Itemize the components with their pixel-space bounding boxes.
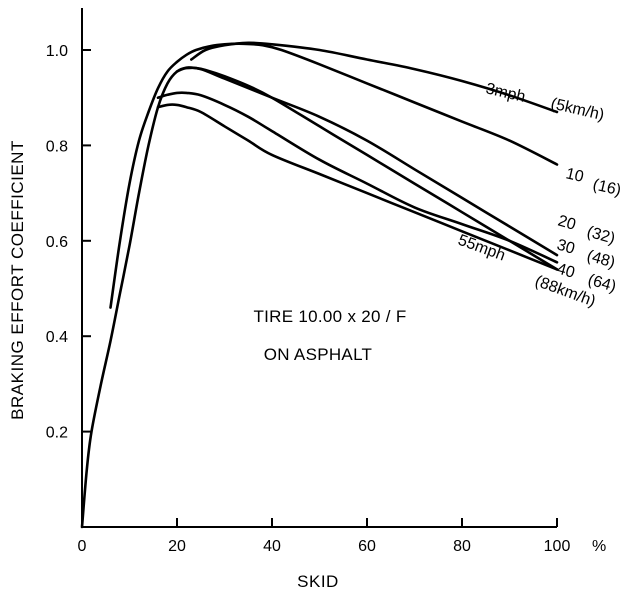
x-tick-label: 60	[358, 538, 376, 555]
y-tick-label: 1.0	[46, 43, 68, 60]
y-tick-label: 0.2	[46, 425, 68, 442]
y-tick-label: 0.4	[46, 329, 68, 346]
label-10mph-primary: 10	[564, 165, 585, 186]
x-axis-title: SKID	[297, 572, 339, 591]
curve-55mph	[156, 103, 559, 271]
label-3mph-secondary: (5km/h)	[549, 95, 606, 124]
x-unit-label: %	[592, 538, 606, 555]
annotation-surface: ON ASPHALT	[264, 345, 373, 364]
curve-10mph	[109, 42, 559, 309]
x-tick-label: 80	[453, 538, 471, 555]
axes	[81, 8, 557, 528]
annotation-tire: TIRE 10.00 x 20 / F	[253, 307, 406, 326]
x-tick-label: 0	[78, 538, 87, 555]
x-tick-label: 40	[263, 538, 281, 555]
curve-labels: 3mph(5km/h)10(16)20(32)30(48)40(64)55mph…	[456, 80, 623, 310]
curve-20mph	[80, 66, 559, 529]
x-tick-label: 100	[544, 538, 571, 555]
label-30mph-primary: 30	[555, 237, 577, 258]
curve-30mph	[175, 66, 559, 257]
x-ticks: 0 20 40 60 80 100	[78, 518, 571, 555]
y-ticks: 0.2 0.4 0.6 0.8 1.0	[46, 43, 91, 442]
x-tick-label: 20	[168, 538, 186, 555]
y-tick-label: 0.6	[46, 234, 68, 251]
label-10mph-secondary: (16)	[591, 176, 623, 199]
label-20mph-primary: 20	[556, 213, 578, 234]
label-20mph-secondary: (32)	[585, 224, 617, 248]
label-40mph-primary: 40	[555, 261, 577, 282]
y-tick-label: 0.8	[46, 138, 68, 155]
curve-3mph	[190, 41, 559, 114]
y-axis-title: BRAKING EFFORT COEFFICIENT	[8, 140, 27, 420]
curve-40mph	[156, 91, 559, 264]
label-3mph-primary: 3mph	[484, 80, 527, 106]
label-30mph-secondary: (48)	[585, 248, 617, 272]
curves	[80, 41, 559, 529]
